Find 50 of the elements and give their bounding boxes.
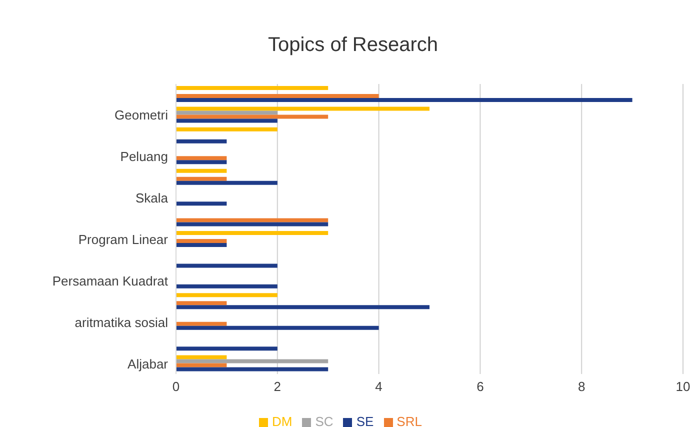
y-tick-label: Persamaan Kuadrat [52, 273, 168, 288]
bar [176, 94, 379, 98]
bar [176, 363, 227, 368]
bar [176, 160, 227, 164]
y-tick-label: Program Linear [78, 232, 169, 247]
chart-title: Topics of Research [266, 33, 440, 58]
bar [176, 86, 328, 90]
y-tick-label: Peluang [120, 149, 168, 164]
bar [176, 127, 278, 132]
x-tick-label: 0 [172, 379, 180, 394]
bar [176, 367, 328, 372]
bar [176, 168, 227, 173]
bar [176, 218, 328, 222]
x-tick-label: 4 [375, 379, 382, 394]
bar [176, 305, 430, 310]
bar [176, 243, 227, 247]
x-tick-label: 10 [676, 379, 690, 394]
bar [176, 231, 328, 235]
y-tick-label: Aljabar [128, 356, 169, 372]
y-tick-label: Geometri [114, 108, 168, 123]
bar [176, 359, 328, 364]
x-tick-label: 8 [578, 379, 586, 394]
bar [176, 293, 278, 298]
x-tick-label: 6 [476, 379, 484, 394]
bar [176, 346, 278, 351]
bar [176, 284, 278, 288]
legend-label: SRL [396, 414, 422, 427]
bar [176, 110, 278, 115]
bar [176, 180, 278, 185]
bar [176, 98, 632, 102]
legend-label: SC [315, 414, 334, 427]
bar [176, 118, 278, 123]
bar [176, 156, 227, 160]
bar [176, 322, 227, 326]
y-tick-label: Skala [135, 190, 169, 206]
legend-label: DM [272, 414, 292, 427]
bar [176, 326, 379, 330]
bar [176, 222, 328, 226]
bar [176, 106, 430, 111]
bar [176, 301, 227, 306]
bar [176, 114, 328, 119]
x-tick-label: 2 [274, 379, 282, 394]
legend-label: SE [356, 414, 374, 427]
bar [176, 355, 227, 360]
y-tick-label: aritmatika sosial [74, 314, 168, 330]
bar [176, 264, 278, 268]
bar [176, 139, 227, 144]
bar [176, 176, 227, 181]
bar [176, 239, 227, 243]
bar [176, 202, 227, 206]
